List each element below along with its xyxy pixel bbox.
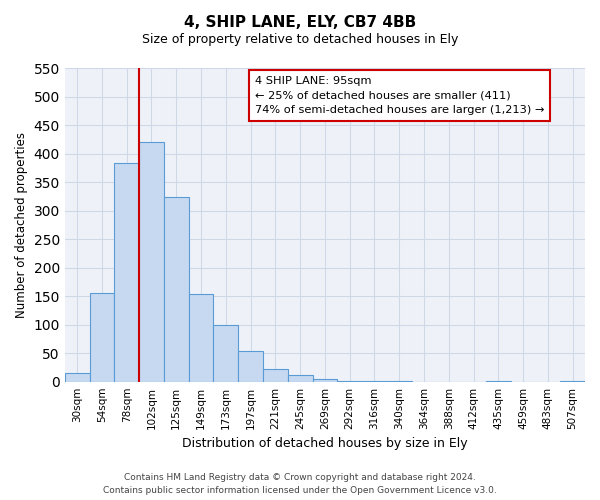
Bar [214,324,238,382]
Bar [288,375,313,382]
Bar [89,294,115,382]
Bar [560,381,585,382]
X-axis label: Distribution of detached houses by size in Ely: Distribution of detached houses by size … [182,437,468,450]
Text: Contains HM Land Registry data © Crown copyright and database right 2024.
Contai: Contains HM Land Registry data © Crown c… [103,474,497,495]
Bar [263,369,288,382]
Bar [139,142,164,382]
Text: 4 SHIP LANE: 95sqm
← 25% of detached houses are smaller (411)
74% of semi-detach: 4 SHIP LANE: 95sqm ← 25% of detached hou… [254,76,544,116]
Text: Size of property relative to detached houses in Ely: Size of property relative to detached ho… [142,32,458,46]
Bar [115,163,139,382]
Bar [337,380,362,382]
Bar [362,381,387,382]
Bar [238,351,263,382]
Text: 4, SHIP LANE, ELY, CB7 4BB: 4, SHIP LANE, ELY, CB7 4BB [184,15,416,30]
Bar [387,381,412,382]
Y-axis label: Number of detached properties: Number of detached properties [15,132,28,318]
Bar [65,373,89,382]
Bar [313,379,337,382]
Bar [188,294,214,382]
Bar [486,381,511,382]
Bar [164,198,188,382]
